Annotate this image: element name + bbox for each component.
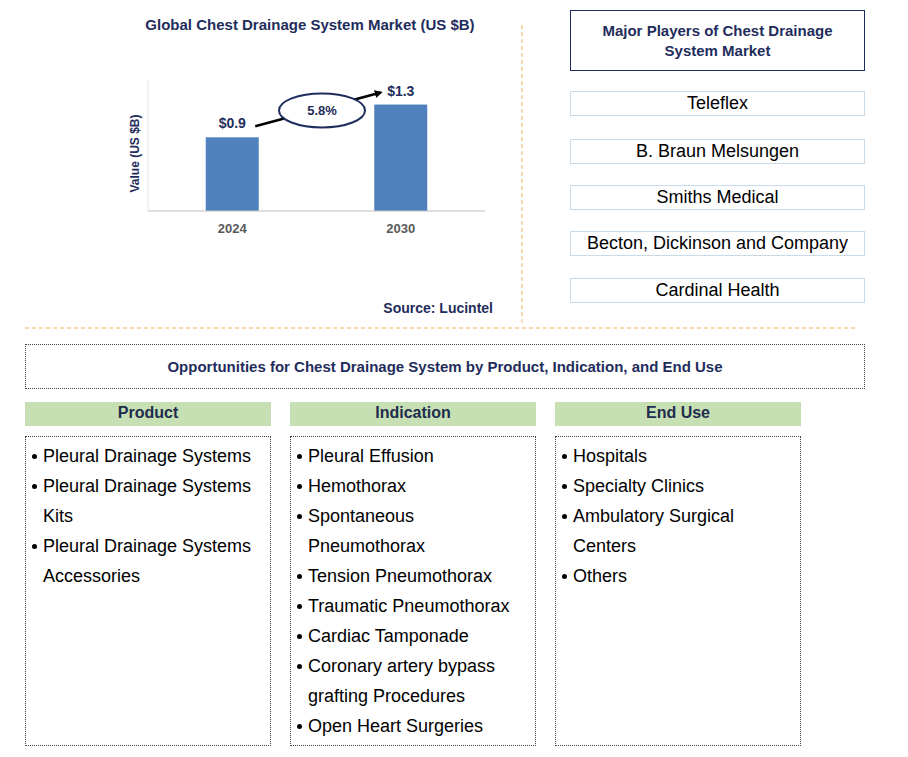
list-item-text: Pleural Effusion [308, 446, 434, 466]
chart-title: Global Chest Drainage System Market (US … [145, 16, 474, 33]
bullet [562, 514, 567, 519]
y-axis-line [148, 80, 149, 211]
player: B. Braun Melsungen [570, 139, 865, 164]
bullet [297, 574, 302, 579]
x-tick-label: 2030 [386, 221, 415, 236]
source: Source: Lucintel [383, 300, 493, 316]
bar [206, 137, 259, 211]
column-list: Hospitals Specialty Clinics Ambulatory Sur… [555, 436, 801, 746]
column-list: Pleural Effusion Hemothorax Spontaneous Pn… [290, 436, 536, 746]
separator [25, 328, 856, 329]
column-list: Pleural Drainage Systems Pleural Drainage… [25, 436, 271, 746]
bullet [562, 574, 567, 579]
list-item-text: Open Heart Surgeries [308, 716, 483, 736]
list-item: Ambulatory Surgical Centers [560, 501, 785, 561]
opportunities-title: Opportunities for Chest Drainage System … [25, 344, 865, 389]
bullet [297, 664, 302, 669]
data-label: $1.3 [387, 83, 414, 99]
x-axis-line [148, 211, 485, 212]
bullet [297, 484, 302, 489]
player: Becton, Dickinson and Company [570, 231, 865, 256]
bullet [32, 484, 37, 489]
player: Cardinal Health [570, 278, 865, 303]
list-item: Coronary artery bypass grafting Procedur… [295, 651, 520, 711]
player: Smiths Medical [570, 185, 865, 210]
y-axis-label: Value (US $B) [128, 114, 142, 192]
bullet [297, 454, 302, 459]
bullet [562, 454, 567, 459]
list-item: Pleural Drainage Systems Accessories [30, 531, 266, 591]
list-item-text: Hemothorax [308, 476, 406, 496]
list-item: Others [560, 561, 785, 591]
bullet [297, 604, 302, 609]
players-title: Major Players of Chest Drainage System M… [570, 10, 865, 71]
separator [522, 25, 523, 326]
list-item-text: Pleural Drainage Systems Accessories [43, 536, 251, 586]
bullet [297, 634, 302, 639]
list-item: Pleural Effusion [295, 441, 520, 471]
column-header: End Use [555, 402, 801, 426]
list-item-text: Cardiac Tamponade [308, 626, 469, 646]
bullet [297, 514, 302, 519]
list-item: Open Heart Surgeries [295, 711, 520, 741]
list-item: Traumatic Pneumothorax [295, 591, 520, 621]
list-item: Specialty Clinics [560, 471, 785, 501]
bullet [32, 544, 37, 549]
list-item: Hospitals [560, 441, 785, 471]
list-item-text: Ambulatory Surgical Centers [573, 506, 734, 556]
x-tick-label: 2024 [218, 221, 248, 236]
bullet [32, 454, 37, 459]
list-item-text: Tension Pneumothorax [308, 566, 492, 586]
list-item-text: Specialty Clinics [573, 476, 704, 496]
list-item: Pleural Drainage Systems [30, 441, 266, 471]
column-header: Product [25, 402, 271, 426]
list-item-text: Traumatic Pneumothorax [308, 596, 509, 616]
data-label: $0.9 [219, 115, 246, 131]
list-item-text: Others [573, 566, 627, 586]
list-item-text: Pleural Drainage Systems Kits [43, 476, 251, 526]
column-header: Indication [290, 402, 536, 426]
player: Teleflex [570, 91, 865, 116]
bar [374, 105, 427, 211]
list-item-text: Spontaneous Pneumothorax [308, 506, 425, 556]
bullet [562, 484, 567, 489]
list-item-text: Hospitals [573, 446, 647, 466]
list-item: Spontaneous Pneumothorax [295, 501, 520, 561]
bullet [297, 724, 302, 729]
annotation-ellipse [279, 93, 365, 127]
annotation: 5.8% [307, 103, 337, 118]
list-item: Cardiac Tamponade [295, 621, 520, 651]
list-item: Hemothorax [295, 471, 520, 501]
list-item: Tension Pneumothorax [295, 561, 520, 591]
list-item: Pleural Drainage Systems Kits [30, 471, 266, 531]
list-item-text: Coronary artery bypass grafting Procedur… [308, 656, 495, 706]
list-item-text: Pleural Drainage Systems [43, 446, 251, 466]
